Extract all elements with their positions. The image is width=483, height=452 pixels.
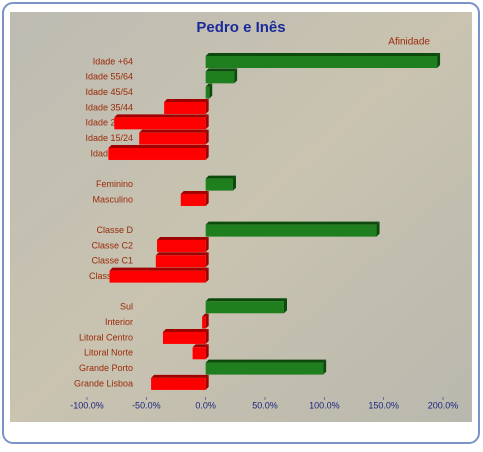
bar bbox=[205, 301, 284, 314]
category-label: Idade 15/24 bbox=[85, 133, 133, 143]
bar-side bbox=[205, 114, 209, 130]
bar bbox=[139, 132, 206, 145]
bar bbox=[114, 117, 206, 130]
bar-top bbox=[205, 68, 238, 72]
bar-side bbox=[205, 313, 209, 329]
category-label: Litoral Norte bbox=[84, 348, 133, 358]
bar-top bbox=[139, 129, 209, 133]
bar-top bbox=[114, 114, 209, 118]
bar-side bbox=[205, 236, 209, 252]
bar bbox=[205, 71, 235, 84]
category-label: Grande Lisboa bbox=[74, 378, 133, 388]
bar bbox=[109, 270, 206, 283]
category-label: Idade 25/34 bbox=[85, 118, 133, 128]
bar-side bbox=[205, 98, 209, 114]
x-tick-label: 50.0% bbox=[252, 400, 278, 410]
bar-top bbox=[205, 175, 236, 179]
bar bbox=[108, 147, 206, 160]
category-label: Masculino bbox=[92, 194, 133, 204]
bar-top bbox=[109, 267, 209, 271]
x-tick-label: -50.0% bbox=[132, 400, 161, 410]
category-label: Idade +64 bbox=[93, 56, 133, 66]
bar-top bbox=[162, 328, 209, 332]
bar-side bbox=[376, 221, 380, 237]
bar-top bbox=[157, 236, 209, 240]
bar-side bbox=[437, 53, 441, 68]
bar bbox=[205, 178, 233, 191]
bar bbox=[180, 193, 206, 206]
bar bbox=[202, 316, 206, 329]
category-label: Sul bbox=[120, 302, 133, 312]
bar bbox=[155, 255, 206, 268]
bar-side bbox=[234, 68, 238, 84]
category-label: Idade 45/54 bbox=[85, 87, 133, 97]
x-tick-label: 200.0% bbox=[428, 400, 459, 410]
bar-top bbox=[202, 313, 209, 317]
bar bbox=[205, 86, 210, 99]
bar-side bbox=[205, 344, 209, 360]
bar bbox=[205, 56, 438, 68]
bar-side bbox=[232, 175, 236, 191]
bar bbox=[157, 239, 206, 252]
category-label: Classe D bbox=[96, 225, 133, 235]
category-label: Classe C1 bbox=[91, 256, 133, 266]
bar-top bbox=[205, 359, 327, 363]
legend-entry: Afinidade bbox=[388, 37, 430, 48]
bar bbox=[205, 224, 377, 237]
x-tick-label: -100.0% bbox=[70, 400, 104, 410]
category-label: Idade 35/44 bbox=[85, 102, 133, 112]
bar bbox=[205, 362, 324, 375]
chart-title: Pedro e Inês bbox=[196, 19, 285, 36]
bar-top bbox=[205, 221, 380, 225]
bar-top bbox=[164, 98, 209, 102]
bar bbox=[192, 347, 206, 360]
category-label: Grande Porto bbox=[79, 363, 133, 373]
bar-side bbox=[205, 267, 209, 283]
bar-top bbox=[155, 252, 209, 256]
bar-side bbox=[209, 83, 213, 99]
category-label: Litoral Centro bbox=[79, 332, 133, 342]
bar-top bbox=[180, 190, 209, 194]
bar-side bbox=[205, 252, 209, 268]
bar-side bbox=[205, 328, 209, 344]
bar-top bbox=[205, 53, 441, 56]
bar-top bbox=[192, 344, 209, 348]
bar-top bbox=[205, 83, 213, 87]
x-tick-label: 150.0% bbox=[368, 400, 399, 410]
x-tick-label: 100.0% bbox=[309, 400, 340, 410]
plot-background bbox=[10, 12, 472, 422]
bar bbox=[164, 101, 206, 114]
category-label: Interior bbox=[105, 317, 133, 327]
bar bbox=[151, 377, 206, 390]
bar-side bbox=[323, 359, 327, 375]
bar-side bbox=[205, 374, 209, 390]
category-label: Classe C2 bbox=[91, 240, 133, 250]
bar-top bbox=[205, 298, 287, 302]
x-tick-label: 0.0% bbox=[195, 400, 216, 410]
bar-side bbox=[205, 190, 209, 206]
bar-top bbox=[151, 374, 209, 378]
bar-side bbox=[205, 129, 209, 145]
category-label: Feminino bbox=[96, 179, 133, 189]
bar-side bbox=[205, 144, 209, 160]
bar bbox=[162, 331, 206, 344]
category-label: Idade 55/64 bbox=[85, 72, 133, 82]
bar-side bbox=[283, 298, 287, 314]
bar-top bbox=[108, 144, 209, 148]
